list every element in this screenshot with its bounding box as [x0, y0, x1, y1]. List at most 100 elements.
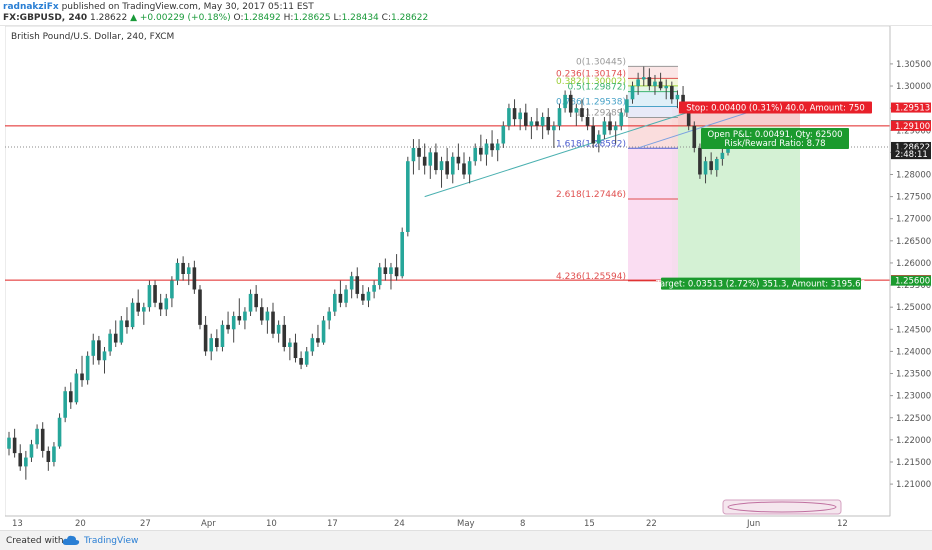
time-tick-label: 20 [75, 519, 86, 529]
svg-text:1.29100: 1.29100 [895, 122, 930, 132]
open-key: O: [233, 13, 244, 23]
candle [24, 450, 28, 480]
candle [46, 446, 51, 471]
price-tick-label: 1.24000 [896, 347, 931, 357]
symbol-line: FX:GBPUSD, 240 1.28622 ▲ +0.00229 (+0.18… [3, 13, 428, 23]
candle [293, 333, 298, 363]
candle [186, 262, 191, 286]
candle [153, 280, 157, 308]
candle [265, 307, 270, 334]
candle [91, 333, 96, 365]
time-tick-label: 24 [394, 519, 405, 529]
candle [608, 112, 612, 135]
chart-frame[interactable]: British Pound/U.S. Dollar, 240, FXCM 0(1… [4, 25, 932, 530]
fib-level-label: 4.236(1.25594) [556, 272, 626, 282]
price-tag: 1.29513 [891, 102, 931, 114]
fib-band [628, 91, 678, 107]
price-tick-label: 1.25500 [896, 281, 931, 291]
candle [372, 280, 376, 299]
candle [462, 152, 466, 179]
candle [490, 130, 494, 157]
price-axis[interactable]: 1.305001.300001.295001.290001.285001.280… [889, 26, 931, 516]
stop-label: Stop: 0.00400 (0.31%) 40.0, Amount: 750 [679, 101, 872, 114]
price-tick-label: 1.23000 [896, 392, 931, 402]
candle [383, 258, 388, 281]
fib-band [628, 117, 678, 149]
candle [456, 143, 461, 171]
candle [130, 298, 135, 330]
watermark-logo [722, 499, 842, 515]
time-tick-label: 8 [520, 519, 525, 529]
candle [574, 103, 579, 126]
candle [181, 256, 185, 281]
svg-text:1.28622: 1.28622 [895, 143, 930, 153]
candle [361, 285, 365, 305]
time-tick-label: 27 [140, 519, 151, 529]
candle [18, 444, 23, 471]
price-tick-label: 1.27500 [896, 193, 931, 203]
candle [147, 280, 152, 312]
svg-text:Stop: 0.00400 (0.31%) 40.0, Am: Stop: 0.00400 (0.31%) 40.0, Amount: 750 [686, 104, 865, 114]
fib-band [628, 106, 678, 118]
candle [523, 103, 528, 131]
candle [316, 324, 320, 347]
candle [540, 112, 545, 140]
high-key: H: [283, 13, 294, 23]
tradingview-cloud-icon [62, 535, 80, 545]
fib-level-label: 1.618(1.28592) [556, 139, 626, 149]
candle [479, 134, 483, 162]
candle [619, 108, 624, 131]
candle [698, 143, 702, 179]
chart-svg[interactable]: British Pound/U.S. Dollar, 240, FXCM 0(1… [4, 25, 932, 530]
author-link[interactable]: radnakziFx [3, 2, 59, 12]
created-with-text: Created with [6, 536, 64, 546]
candle [52, 442, 56, 467]
candle [366, 287, 371, 308]
candle [35, 424, 39, 449]
candle [164, 293, 169, 317]
price-tick-label: 1.30000 [896, 82, 931, 92]
candle [332, 289, 337, 317]
candle [484, 139, 489, 166]
price-tick-label: 1.26000 [896, 259, 931, 269]
price-tick-label: 1.29000 [896, 126, 931, 136]
candle [535, 108, 539, 131]
candle [7, 431, 11, 456]
svg-text:1.29513: 1.29513 [895, 104, 930, 114]
fib-level-label: 0(1.30445) [576, 57, 626, 67]
candle [552, 121, 556, 148]
candle [85, 351, 90, 385]
close-key: C: [381, 13, 391, 23]
price-tick-label: 1.27000 [896, 215, 931, 225]
time-axis[interactable]: 13 20 27 Apr 10 17 24 May 8 15 22 Jun 12 [5, 499, 890, 529]
candle [209, 333, 214, 361]
candle [658, 72, 663, 91]
publish-line: radnakziFx published on TradingView.com,… [3, 2, 314, 12]
time-tick-label: 17 [327, 519, 338, 529]
tradingview-brand[interactable]: TradingView [84, 536, 139, 546]
candle [321, 316, 326, 345]
candle [568, 90, 573, 117]
candle [97, 335, 101, 365]
time-tick-label: 13 [12, 519, 23, 529]
price-tick-label: 1.26500 [896, 237, 931, 247]
price-tags: 1.295131.291131.291001.286222:48:111.256… [891, 102, 931, 287]
fib-level-label: 0.236(1.30174) [556, 69, 626, 79]
fib-level-label: 1(1.29289) [576, 108, 626, 118]
candle [591, 116, 595, 148]
published-text: published on TradingView.com, May 30, 20… [61, 2, 314, 12]
candle [125, 307, 129, 334]
price-change: ▲ +0.00229 (+0.18%) [130, 13, 231, 23]
price-tag: 1.28622 [891, 141, 931, 153]
candle [288, 338, 292, 361]
candle [597, 130, 601, 153]
candle [259, 298, 264, 325]
fib-level-label: 0.382(1.30002) [556, 77, 626, 87]
price-tick-label: 1.30500 [896, 60, 931, 70]
candle [439, 156, 444, 188]
candle [557, 103, 562, 131]
candle [220, 320, 225, 352]
candle [507, 103, 511, 131]
time-tick-label: May [457, 519, 475, 529]
candle [709, 152, 713, 175]
